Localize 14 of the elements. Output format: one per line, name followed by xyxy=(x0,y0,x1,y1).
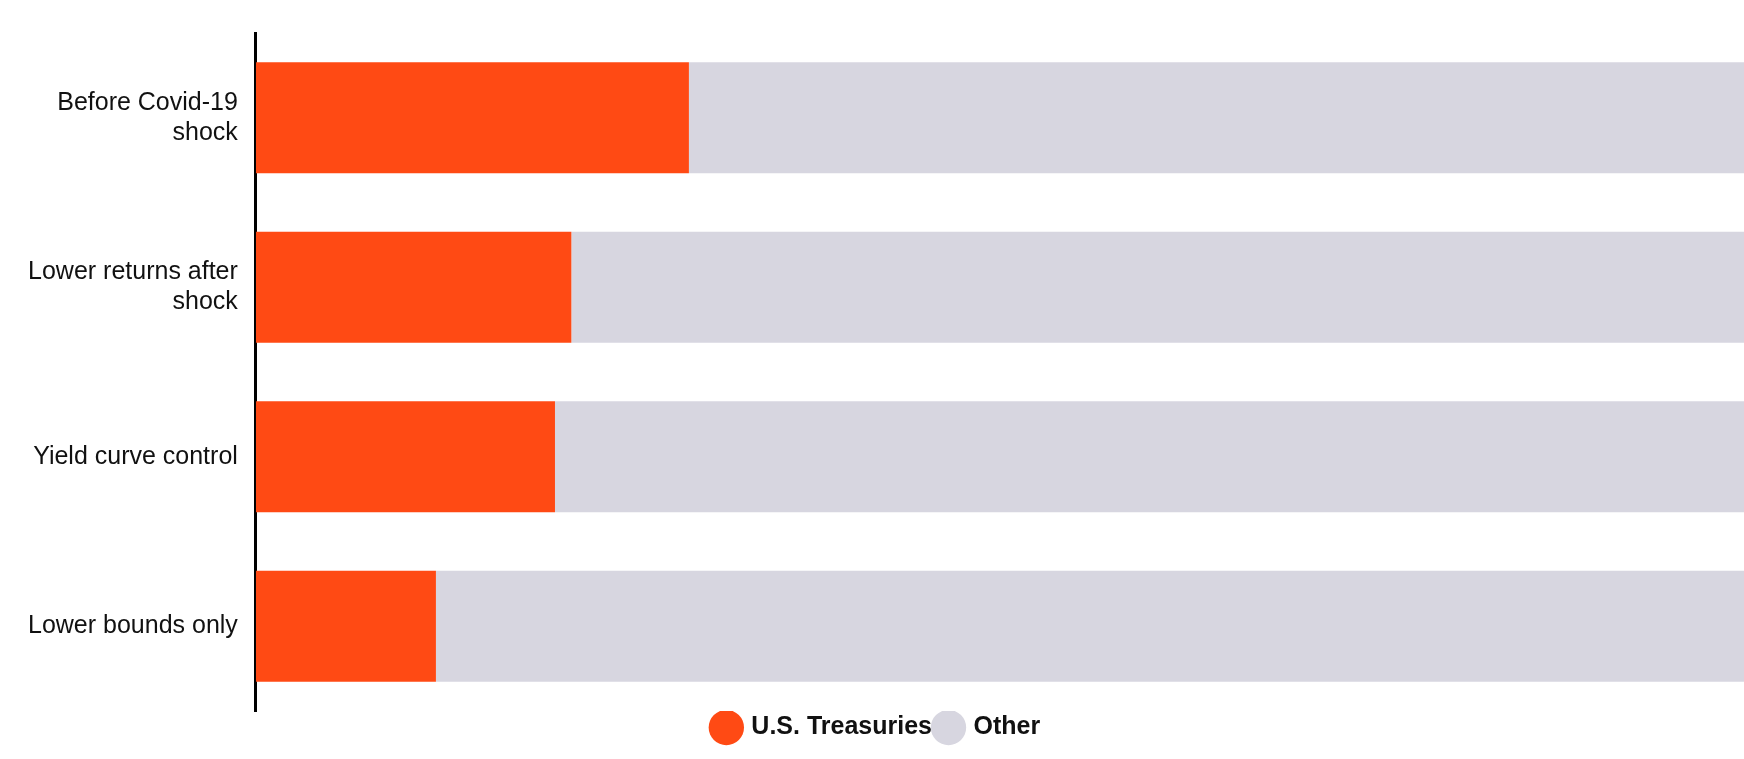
y-tick-label: Yield curve control xyxy=(33,440,238,469)
bar xyxy=(255,401,555,513)
bar xyxy=(688,62,1744,174)
bar xyxy=(255,62,689,174)
bar xyxy=(255,570,436,682)
y-tick-label: Lower bounds only xyxy=(27,610,239,639)
bar xyxy=(435,570,1744,682)
legend-label: U.S. Treasuries xyxy=(751,711,932,740)
bar xyxy=(255,231,572,343)
y-tick-label: Before Covid-19 shock xyxy=(57,86,239,145)
bar xyxy=(554,401,1744,513)
bar xyxy=(571,231,1744,343)
legend-label: Other xyxy=(973,711,1041,740)
y-tick-label: Lower returns after shock xyxy=(28,256,239,315)
